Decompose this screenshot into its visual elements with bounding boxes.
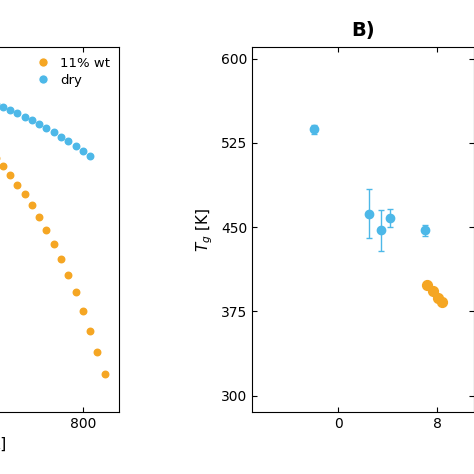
Point: [0, 163, 7, 170]
Point: [79, 147, 87, 155]
Point: [50, 240, 57, 248]
Point: [93, 348, 101, 356]
Point: [21, 191, 28, 198]
Title: B): B): [351, 21, 375, 40]
Legend: 11% wt, dry: 11% wt, dry: [27, 54, 112, 89]
Point: [429, 287, 437, 295]
Point: [438, 299, 446, 306]
Point: [28, 117, 36, 124]
Point: [64, 137, 72, 145]
Point: [6, 172, 14, 179]
Point: [43, 125, 50, 132]
Point: [86, 152, 94, 160]
Point: [14, 181, 21, 188]
Point: [36, 120, 43, 128]
Point: [57, 133, 65, 140]
Point: [0, 103, 7, 110]
Point: [6, 106, 14, 114]
Point: [79, 308, 87, 315]
Point: [86, 327, 94, 335]
Point: [43, 226, 50, 234]
Point: [36, 214, 43, 221]
Point: [435, 294, 442, 301]
Point: [28, 201, 36, 209]
Point: [72, 142, 79, 150]
X-axis label: T [K]: T [K]: [0, 437, 7, 452]
Point: [21, 113, 28, 120]
Point: [14, 109, 21, 117]
Point: [423, 282, 431, 289]
Point: [72, 289, 79, 296]
Point: [50, 128, 57, 136]
Point: [57, 255, 65, 263]
Y-axis label: $T_g$ [K]: $T_g$ [K]: [194, 208, 215, 252]
Point: [101, 371, 109, 378]
Point: [64, 272, 72, 279]
